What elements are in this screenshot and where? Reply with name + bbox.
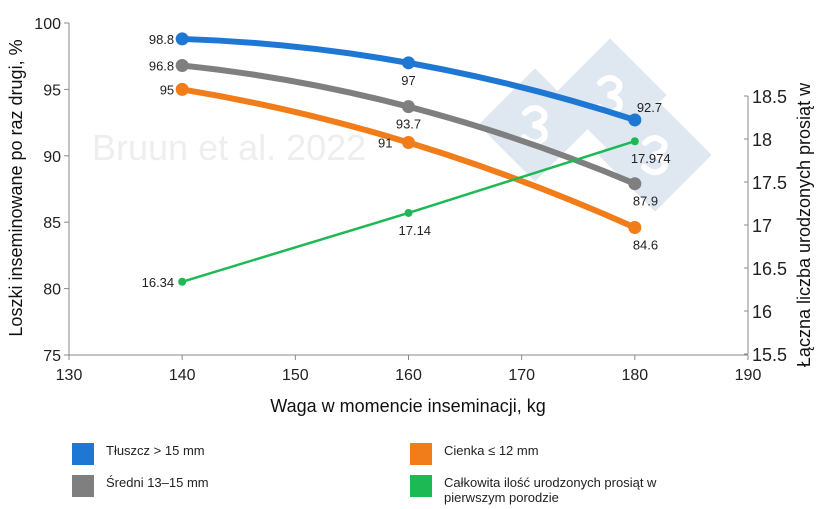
y2-tick-label: 16	[752, 302, 772, 322]
x-tick-label: 150	[282, 367, 309, 384]
legend-label: Średni 13–15 mm	[106, 475, 209, 490]
data-label: 97	[401, 73, 415, 88]
data-label: 93.7	[396, 117, 421, 132]
data-label: 16.34	[142, 275, 175, 290]
y-tick-label: 80	[43, 282, 61, 299]
data-point	[630, 137, 639, 146]
data-label: 91	[378, 136, 392, 151]
data-point	[402, 136, 415, 150]
data-label: 96.8	[149, 58, 174, 73]
watermark-logo-three-shape	[521, 105, 548, 146]
data-label: 17.974	[631, 151, 671, 166]
y-tick-label: 100	[34, 16, 61, 33]
x-axis-label: Waga w momencie inseminacji, kg	[270, 396, 545, 416]
data-point	[175, 58, 189, 72]
data-point	[628, 113, 642, 127]
y2-tick-label: 18	[752, 130, 772, 150]
data-label: 98.8	[149, 32, 174, 47]
legend-swatch	[72, 475, 94, 497]
data-point	[628, 221, 642, 235]
y-tick-label: 90	[43, 149, 61, 166]
y2-tick-label: 16.5	[752, 259, 787, 279]
legend-swatch	[410, 443, 432, 465]
legend-label: Całkowita ilość urodzonych prosiąt w pie…	[444, 475, 657, 505]
x-tick-label: 140	[169, 367, 196, 384]
data-label: 84.6	[633, 238, 658, 253]
y2-axis-label: Łączna liczba urodzonych prosiąt w	[794, 82, 814, 367]
data-label: 92.7	[637, 100, 662, 115]
data-point	[402, 100, 415, 114]
data-label: 17.14	[399, 223, 432, 238]
y2-tick-label: 17.5	[752, 173, 787, 193]
legend-item-fat: Tłuszcz > 15 mm	[72, 443, 205, 465]
data-point	[402, 56, 415, 70]
y-tick-label: 75	[43, 348, 61, 365]
legend-item-medium: Średni 13–15 mm	[72, 475, 209, 497]
y-tick-label: 85	[43, 215, 61, 232]
x-tick-label: 130	[56, 367, 83, 384]
x-tick-label: 190	[735, 367, 762, 384]
legend-item-thin: Cienka ≤ 12 mm	[410, 443, 539, 465]
y-tick-label: 95	[43, 82, 61, 99]
watermark-text: Bruun et al. 2022	[92, 127, 366, 168]
y-axis-label: Loszki inseminowane po raz drugi, %	[6, 39, 26, 336]
y2-tick-label: 18.5	[752, 87, 787, 107]
data-point	[404, 208, 413, 217]
data-label: 95	[160, 82, 174, 97]
legend-label: Tłuszcz > 15 mm	[106, 443, 205, 458]
legend-item-total-piglets: Całkowita ilość urodzonych prosiąt w pie…	[410, 475, 710, 505]
legend-label: Cienka ≤ 12 mm	[444, 443, 539, 458]
x-tick-label: 160	[395, 367, 422, 384]
x-tick-label: 180	[621, 367, 648, 384]
data-point	[175, 82, 189, 96]
legend-swatch	[410, 475, 432, 497]
data-point	[628, 177, 642, 191]
data-point	[178, 277, 187, 286]
chart-svg: Bruun et al. 2022 75 80 85 90 95 100 130 140 150 1…	[6, 16, 814, 416]
legend-swatch	[72, 443, 94, 465]
y2-tick-label: 15.5	[752, 345, 787, 365]
data-point	[175, 32, 189, 46]
watermark-logo-three-shape	[641, 135, 668, 176]
y2-tick-label: 17	[752, 216, 772, 236]
x-tick-label: 170	[508, 367, 535, 384]
data-label: 87.9	[633, 194, 658, 209]
